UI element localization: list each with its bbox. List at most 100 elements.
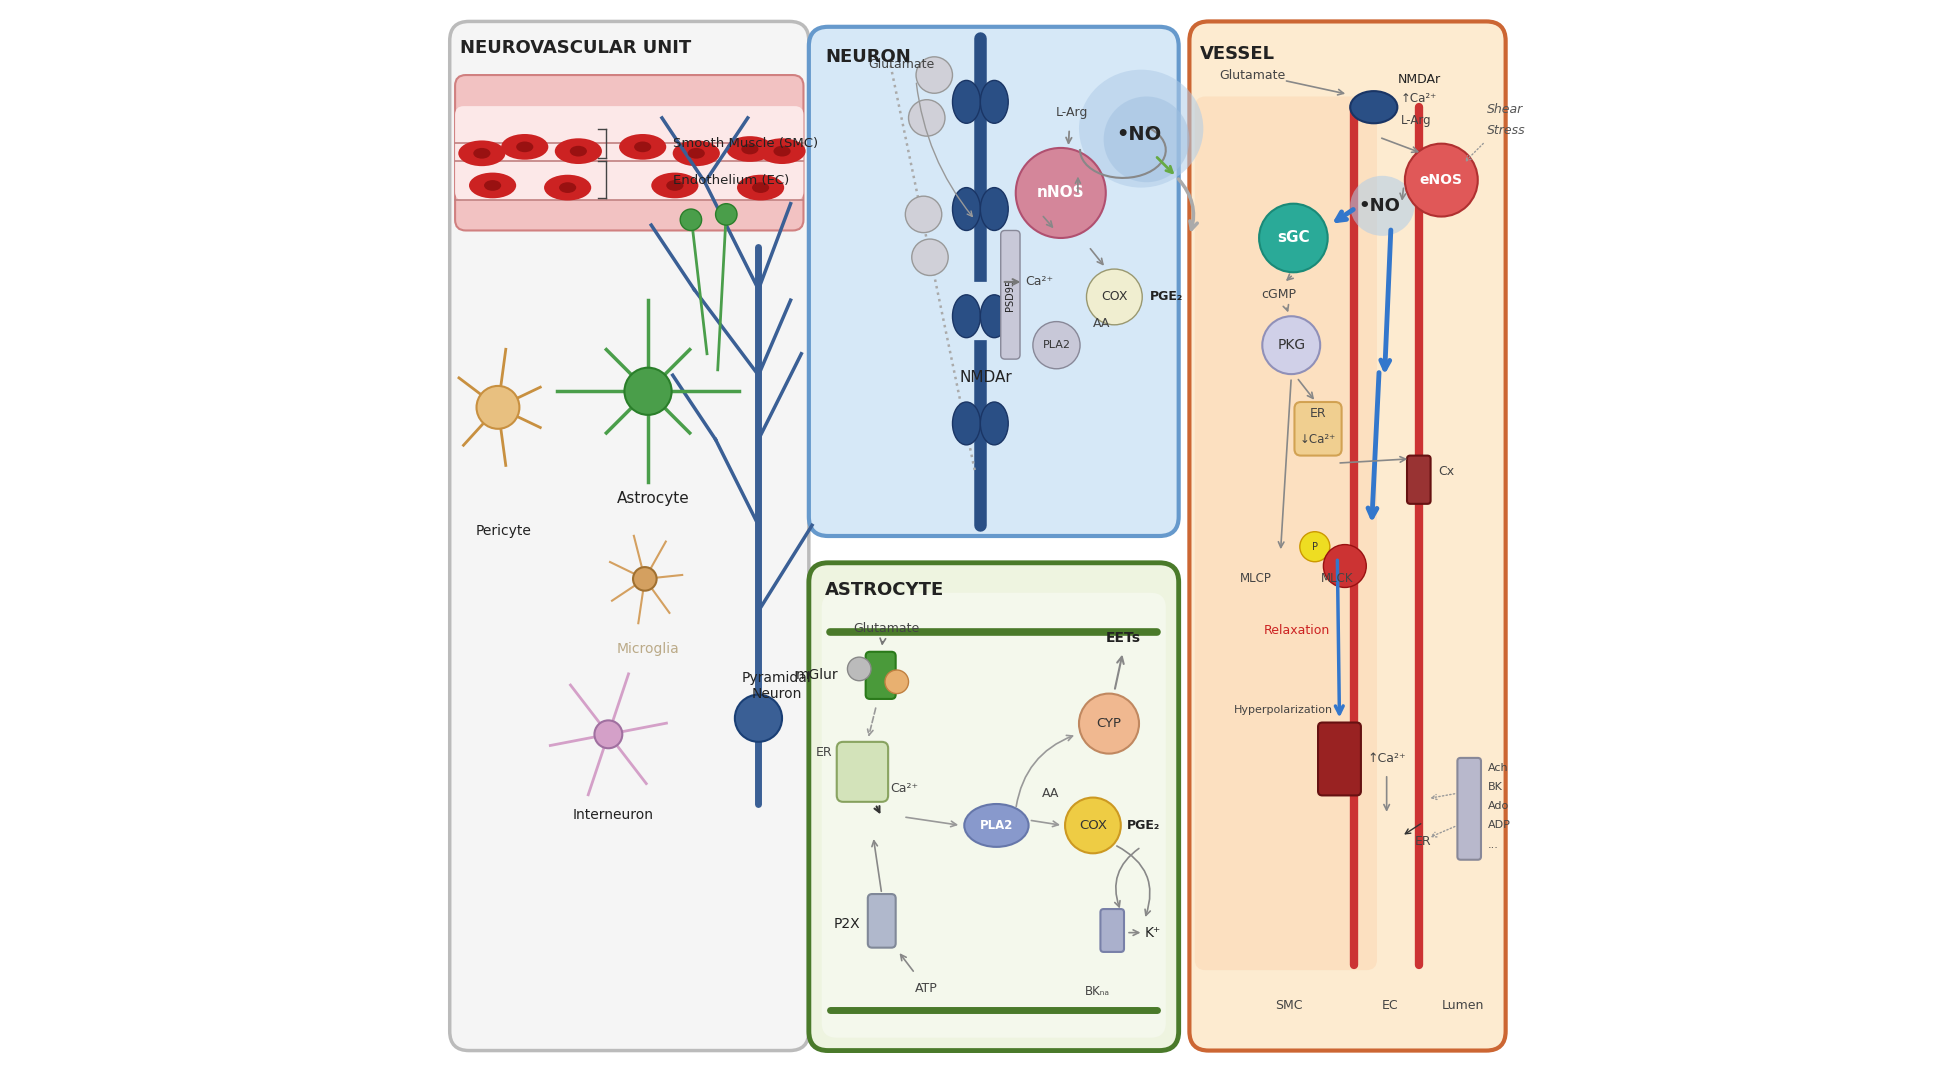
Text: NMDAr: NMDAr [959,370,1012,385]
Ellipse shape [560,182,575,193]
Text: nNOS: nNOS [1037,185,1084,200]
Text: MLCP: MLCP [1240,572,1271,585]
Ellipse shape [544,175,591,200]
Ellipse shape [1078,70,1203,188]
FancyBboxPatch shape [837,742,887,802]
Ellipse shape [673,140,720,166]
Text: Cx: Cx [1437,465,1455,478]
FancyBboxPatch shape [454,75,803,230]
Ellipse shape [595,720,622,748]
Text: AA: AA [1092,317,1110,330]
Text: ...: ... [1488,839,1498,850]
Ellipse shape [1016,148,1106,238]
Text: ATP: ATP [915,982,938,995]
FancyBboxPatch shape [1190,21,1505,1051]
Ellipse shape [618,134,667,160]
Text: P: P [1312,541,1318,552]
Text: Smooth Muscle (SMC): Smooth Muscle (SMC) [673,137,817,150]
Ellipse shape [1349,91,1398,123]
Text: PLA2: PLA2 [1043,340,1071,351]
FancyBboxPatch shape [1000,230,1020,359]
Text: BKₙₐ: BKₙₐ [1084,985,1110,998]
Text: PSD95: PSD95 [1006,279,1016,311]
Ellipse shape [501,134,548,160]
Text: Hyperpolarization: Hyperpolarization [1234,704,1334,715]
Text: Pericyte: Pericyte [476,523,530,538]
FancyBboxPatch shape [450,21,809,1051]
Ellipse shape [952,80,981,123]
Ellipse shape [952,188,981,230]
Text: P2X: P2X [835,917,860,932]
Text: ASTROCYTE: ASTROCYTE [825,581,944,598]
Ellipse shape [634,567,657,591]
Text: Glutamate: Glutamate [1219,69,1285,81]
Ellipse shape [952,295,981,338]
Text: SMC: SMC [1275,999,1303,1012]
Ellipse shape [774,146,790,157]
Text: ↑Ca²⁺: ↑Ca²⁺ [1367,753,1406,765]
Ellipse shape [1301,532,1330,562]
Text: PGE₂: PGE₂ [1150,291,1184,303]
Text: Ach: Ach [1488,762,1507,773]
Ellipse shape [952,402,981,445]
Ellipse shape [981,402,1008,445]
Text: VESSEL: VESSEL [1199,45,1275,62]
Ellipse shape [458,140,505,166]
Text: Pyramidal
Neuron: Pyramidal Neuron [741,671,811,701]
Ellipse shape [905,196,942,233]
Text: PKG: PKG [1277,338,1305,353]
Ellipse shape [1262,316,1320,374]
FancyBboxPatch shape [866,652,895,699]
Ellipse shape [1065,798,1121,853]
Ellipse shape [913,239,948,276]
Text: Ado: Ado [1488,801,1509,812]
Text: NEUROVASCULAR UNIT: NEUROVASCULAR UNIT [460,40,692,57]
Text: Ca²⁺: Ca²⁺ [1026,276,1053,288]
Text: cGMP: cGMP [1262,288,1297,301]
FancyBboxPatch shape [821,593,1166,1038]
FancyBboxPatch shape [1100,909,1123,952]
Text: Stress: Stress [1488,124,1527,137]
Text: EC: EC [1381,999,1398,1012]
Text: ↑Ca²⁺: ↑Ca²⁺ [1400,92,1437,105]
Ellipse shape [667,180,682,191]
Text: Glutamate: Glutamate [868,58,934,71]
Ellipse shape [688,148,704,159]
Ellipse shape [1104,96,1190,182]
Text: •NO: •NO [1117,124,1162,144]
Text: PLA2: PLA2 [979,819,1014,832]
Ellipse shape [651,173,698,198]
Text: ADP: ADP [1488,820,1511,831]
FancyBboxPatch shape [809,27,1178,536]
Text: BK: BK [1488,781,1502,792]
Text: Lumen: Lumen [1441,999,1484,1012]
Text: Ca²⁺: Ca²⁺ [891,783,918,795]
Text: COX: COX [1078,819,1108,832]
Text: Shear: Shear [1488,103,1523,116]
Ellipse shape [681,209,702,230]
Text: Interneuron: Interneuron [571,807,653,822]
Text: COX: COX [1102,291,1127,303]
Ellipse shape [470,173,517,198]
FancyBboxPatch shape [868,894,895,948]
FancyBboxPatch shape [809,563,1178,1051]
Ellipse shape [1324,545,1367,587]
Text: AA: AA [1041,787,1059,800]
Ellipse shape [735,695,782,742]
Text: Astrocyte: Astrocyte [616,491,690,506]
Ellipse shape [753,182,768,193]
Ellipse shape [725,136,774,162]
Ellipse shape [909,100,946,136]
Ellipse shape [474,148,491,159]
Text: Relaxation: Relaxation [1264,624,1330,637]
FancyBboxPatch shape [1318,723,1361,795]
Ellipse shape [476,386,519,429]
Text: sGC: sGC [1277,230,1310,245]
Text: K⁺: K⁺ [1145,925,1160,940]
Text: PGE₂: PGE₂ [1127,819,1160,832]
Ellipse shape [981,295,1008,338]
FancyBboxPatch shape [1195,96,1377,970]
Ellipse shape [1404,144,1478,217]
Text: NMDAr: NMDAr [1398,73,1441,86]
Text: CYP: CYP [1096,717,1121,730]
